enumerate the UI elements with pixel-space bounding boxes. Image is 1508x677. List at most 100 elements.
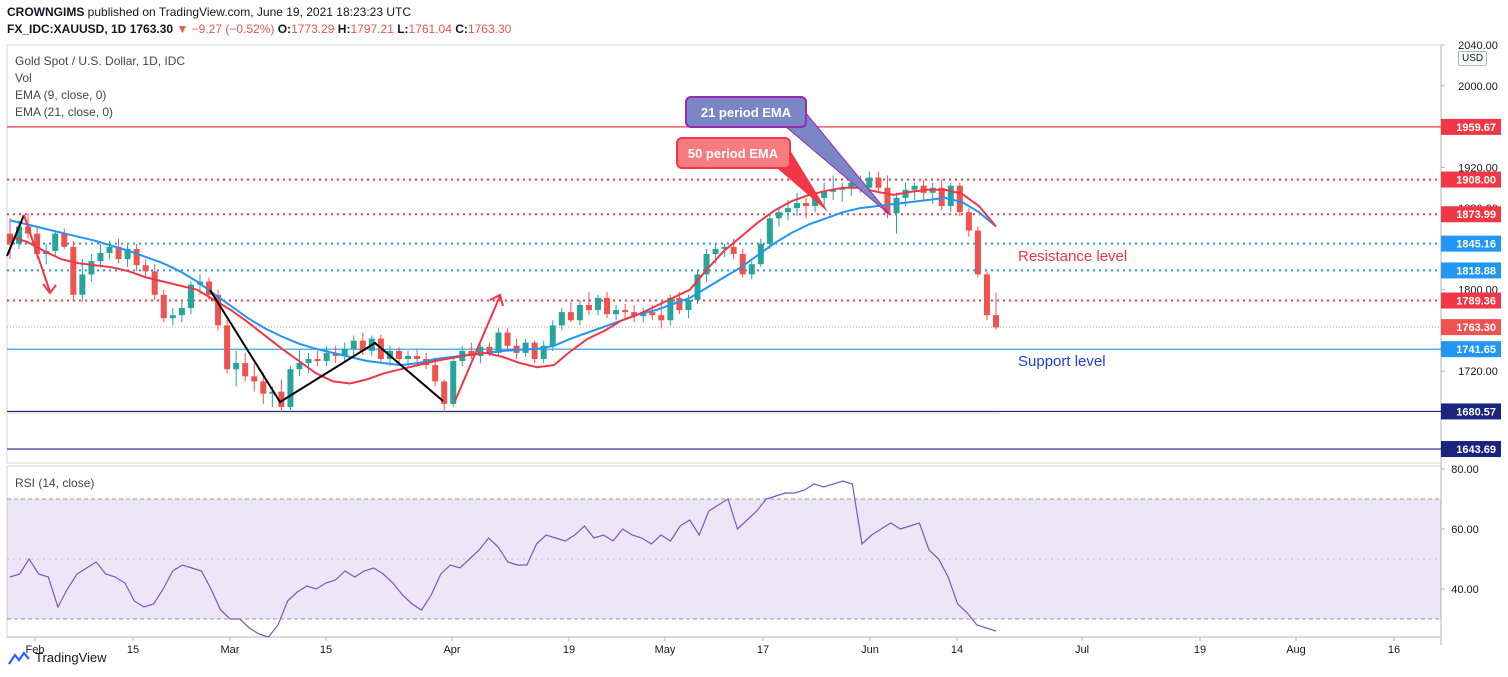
candle — [594, 294, 601, 316]
up-arrow-line — [454, 295, 501, 402]
candle — [79, 259, 86, 302]
zigzag-line — [6, 214, 25, 257]
legend-ema21: EMA (21, close, 0) — [15, 105, 114, 119]
candle — [504, 328, 511, 351]
resistance-label: Resistance level — [1018, 248, 1127, 265]
candle-body — [848, 182, 855, 188]
candle — [106, 240, 113, 260]
candle-body — [866, 177, 873, 188]
candle-body — [721, 246, 728, 249]
candle-body — [540, 345, 547, 360]
candle-body — [242, 363, 249, 377]
candle-body — [658, 315, 665, 321]
candle-body — [594, 297, 601, 311]
publish-info: CROWNGIMS published on TradingView.com, … — [7, 5, 411, 19]
candle-body — [685, 299, 692, 311]
candle-body — [604, 297, 611, 315]
up-arrow-head — [489, 293, 504, 307]
candle-body — [151, 271, 158, 295]
candle-body — [206, 281, 213, 295]
candle-body — [956, 185, 963, 213]
candle — [432, 361, 439, 387]
time-tick-label: Jul — [1075, 644, 1089, 656]
candle-body — [821, 191, 828, 198]
legend-title: Gold Spot / U.S. Dollar, 1D, IDC — [15, 54, 186, 68]
candle-body — [215, 294, 222, 326]
price-level-label: 1908.00 — [1456, 175, 1496, 187]
candle — [160, 289, 167, 323]
candle-body — [305, 359, 312, 364]
candle-body — [803, 203, 810, 207]
price-level-tag — [1441, 403, 1501, 420]
candle — [522, 338, 529, 357]
time-tick-label: 14 — [951, 644, 963, 656]
candle-body — [61, 233, 68, 247]
candle-body — [965, 212, 972, 231]
price-change: ▼ −9.27 (−0.52%) — [176, 22, 275, 36]
candle-body — [468, 350, 475, 356]
candle-body — [341, 348, 348, 356]
tradingview-brand: TradingView — [8, 650, 107, 665]
price-level-label: 1643.69 — [1456, 444, 1496, 456]
candle — [947, 182, 954, 213]
time-tick-label: Apr — [443, 644, 460, 656]
candle — [604, 291, 611, 319]
candle-body — [974, 230, 981, 275]
candle — [974, 226, 981, 278]
high-label: H: — [337, 22, 351, 36]
candle — [133, 243, 140, 272]
support-label: Support level — [1018, 353, 1106, 370]
tradingview-logo-icon — [8, 650, 30, 665]
candle — [296, 350, 303, 377]
time-tick-label: Mar — [221, 644, 240, 656]
candle-body — [395, 350, 402, 360]
price-tick-label: 2040.00 — [1458, 40, 1498, 52]
price-level-tag — [1441, 441, 1501, 458]
published-text: published on TradingView.com, June 19, 2… — [87, 5, 411, 19]
candle-body — [115, 246, 122, 260]
candle-body — [287, 369, 294, 407]
candle-body — [16, 226, 23, 244]
time-tick-label: 15 — [127, 644, 139, 656]
candle-body — [70, 246, 77, 295]
candle-body — [359, 340, 366, 351]
candle — [61, 228, 68, 249]
candle-body — [558, 312, 565, 326]
price-level-tag — [1441, 292, 1501, 309]
candle — [224, 320, 231, 374]
price-level-label: 1845.16 — [1456, 239, 1496, 251]
price-level-label: 1959.67 — [1456, 122, 1496, 134]
candle-body — [260, 381, 267, 394]
legend-rsi: RSI (14, close) — [15, 476, 95, 490]
candle-body — [676, 297, 683, 311]
candle-body — [613, 310, 620, 315]
currency-button[interactable]: USD — [1458, 51, 1488, 66]
candle — [115, 238, 122, 264]
time-tick-label: 15 — [320, 644, 332, 656]
candle-body — [124, 248, 131, 260]
ema21-line — [9, 196, 997, 367]
candle — [97, 243, 104, 268]
rsi-tick-label: 80.00 — [1451, 464, 1479, 476]
candle-body — [748, 264, 755, 275]
time-tick-label: 16 — [1388, 644, 1400, 656]
candle-body — [622, 310, 629, 313]
candle — [450, 355, 457, 407]
candle — [305, 352, 312, 374]
price-level-label: 1789.36 — [1456, 296, 1496, 308]
time-tick-label: May — [655, 644, 676, 656]
candle — [7, 218, 13, 260]
candle-body — [631, 312, 638, 317]
candle-body — [414, 355, 421, 360]
candle-body — [902, 189, 909, 198]
candle-body — [269, 391, 276, 394]
candle-body — [694, 274, 701, 300]
candle-body — [7, 233, 13, 244]
candle-body — [667, 297, 674, 321]
candle-body — [920, 185, 927, 193]
candle — [830, 175, 837, 200]
candle-body — [106, 246, 113, 253]
candle-body — [649, 312, 656, 316]
candle-body — [938, 187, 945, 207]
